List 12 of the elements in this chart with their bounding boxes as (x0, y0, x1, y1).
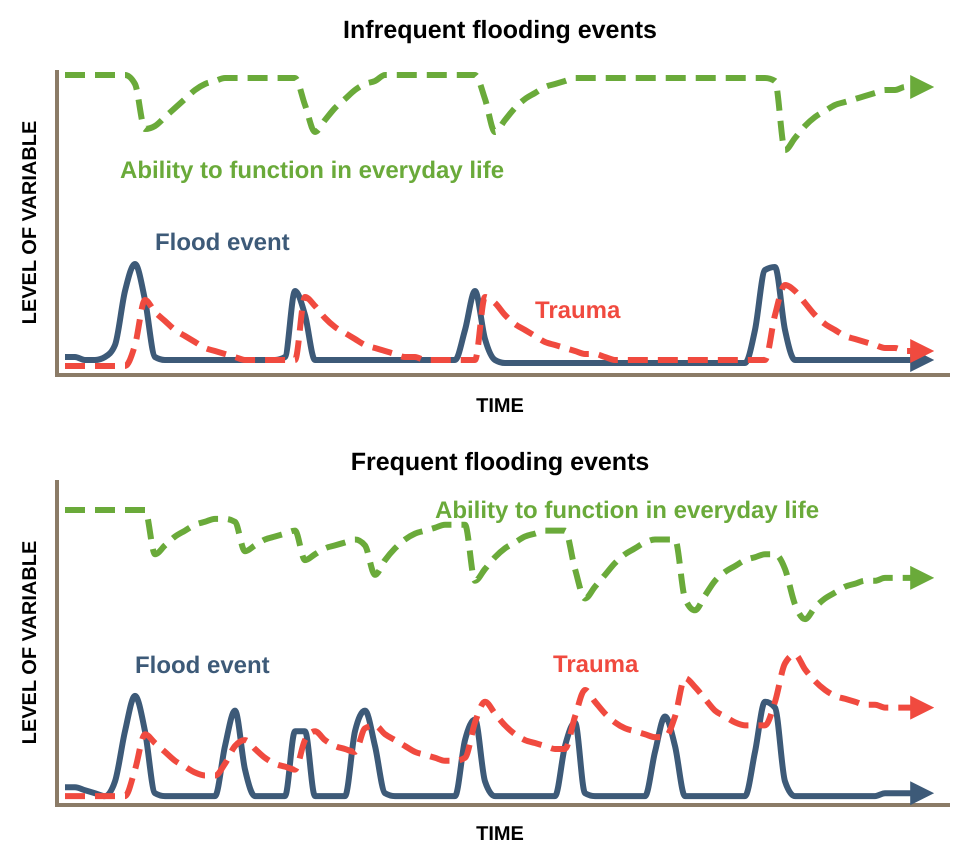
series-label: Trauma (535, 297, 622, 324)
series-label: Ability to function in everyday life (120, 157, 504, 184)
series-label: Flood event (155, 229, 290, 256)
chart-title: Infrequent flooding events (343, 16, 657, 44)
series-label: Ability to function in everyday life (435, 497, 820, 524)
y-axis-title: LEVEL OF VARIABLE (19, 540, 41, 744)
chart-title: Frequent flooding events (350, 448, 650, 476)
x-axis-title: TIME (476, 395, 524, 417)
series-label: Trauma (553, 651, 640, 678)
series-label: Flood event (135, 652, 270, 679)
x-axis-title: TIME (476, 823, 524, 845)
y-axis-title: LEVEL OF VARIABLE (19, 120, 41, 324)
